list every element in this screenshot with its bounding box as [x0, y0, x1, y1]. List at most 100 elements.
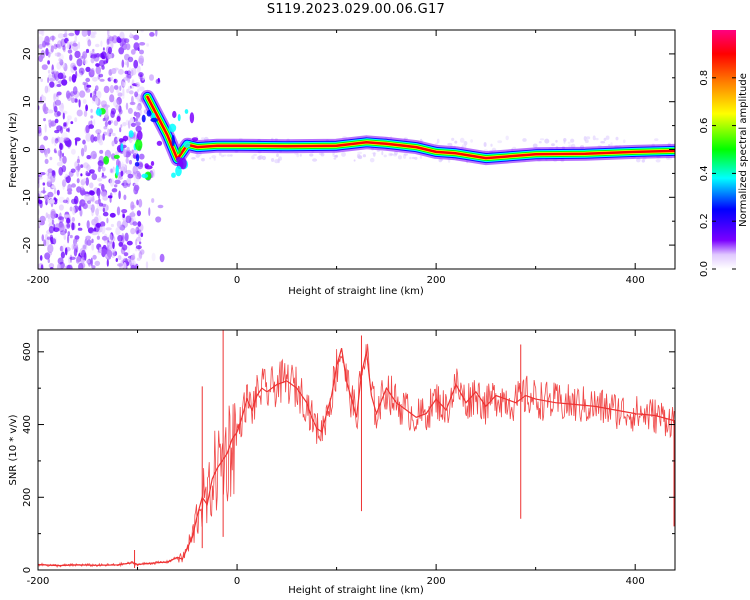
spectrogram-speckle [59, 212, 62, 221]
spectrogram-speckle [131, 79, 135, 84]
spectrogram-speckle [42, 182, 46, 186]
spectrogram-speckle [137, 89, 140, 93]
spectrogram-speckle [38, 190, 42, 199]
spectrogram-speckle [48, 263, 55, 269]
spectrogram-speckle [414, 156, 418, 160]
spectrogram-speckle [113, 78, 116, 83]
spectrogram-blob [95, 108, 102, 116]
spectrogram-ytick-label: 20 [22, 48, 33, 61]
spectrogram-speckle [56, 91, 62, 96]
spectrogram-speckle [72, 42, 78, 47]
spectrogram-speckle [388, 152, 393, 157]
spectrogram-speckle [623, 139, 626, 143]
spectrogram-speckle [76, 58, 83, 67]
spectrogram-speckle [451, 137, 455, 141]
spectrogram-speckle [592, 135, 596, 141]
spectrogram-speckle [149, 32, 155, 37]
spectrogram-speckle [65, 173, 68, 178]
snr-ytick-label: 0 [22, 567, 33, 573]
spectrogram-ytick-label: 10 [22, 95, 33, 108]
spectrogram-speckle [129, 32, 132, 37]
spectrogram-speckle [111, 35, 118, 44]
spectrogram-speckle [81, 262, 86, 269]
spectrogram-speckle [44, 149, 49, 158]
spectrogram-speckle [53, 105, 58, 113]
spectrogram-speckle [41, 234, 45, 242]
spectrogram-speckle [111, 188, 118, 193]
spectrogram-speckle [130, 255, 136, 263]
spectrogram-speckle [57, 72, 64, 80]
spectrogram-speckle [539, 138, 545, 141]
spectrogram-speckle [116, 206, 121, 216]
spectrogram-speckle [120, 170, 124, 177]
spectrogram-speckle [57, 263, 61, 269]
spectrogram-speckle [118, 241, 124, 247]
spectrogram-speckle [53, 43, 58, 50]
spectrogram-speckle [138, 55, 144, 64]
spectrogram-speckle [117, 160, 122, 170]
spectrogram-speckle [64, 30, 68, 34]
spectrogram-speckle [98, 59, 105, 67]
spectrogram-speckle [126, 177, 131, 184]
spectrogram-speckle [62, 45, 66, 51]
spectrogram-speckle [373, 152, 376, 157]
spectrogram-speckle [65, 90, 71, 99]
spectrogram-speckle [341, 151, 346, 157]
spectrogram-speckle [86, 84, 92, 88]
spectrogram-speckle [47, 168, 53, 173]
spectrogram-speckle [66, 224, 71, 228]
spectrogram-speckle [59, 136, 64, 144]
spectrogram-speckle [93, 119, 96, 126]
spectrogram-speckle [66, 217, 71, 224]
spectrogram-speckle [115, 258, 119, 262]
spectrogram-speckle [56, 125, 63, 132]
spectrogram-speckle [512, 146, 517, 150]
spectrogram-speckle [112, 241, 115, 249]
spectrogram-speckle [109, 178, 115, 187]
spectrogram-speckle [114, 179, 121, 185]
spectrogram-speckle [85, 48, 90, 54]
spectrogram-speckle [77, 227, 83, 231]
spectrogram-xtick-label: 200 [427, 275, 446, 286]
spectrogram-blob [134, 162, 140, 167]
spectrogram-speckle [139, 86, 145, 92]
spectrogram-speckle [130, 227, 136, 235]
spectrogram-speckle [116, 96, 122, 105]
spectrogram-speckle [159, 253, 165, 263]
spectrogram-speckle [78, 205, 82, 211]
spectrogram-speckle [121, 161, 124, 171]
spectrogram-speckle [119, 31, 125, 40]
spectrogram-speckle [123, 194, 127, 201]
spectrogram-speckle [108, 53, 113, 59]
spectrogram-speckle [74, 117, 78, 122]
spectrogram-plot: -200 0 200 400 -20 -10 0 10 20 Height of straigh… [8, 29, 676, 297]
spectrogram-speckle [335, 154, 339, 158]
spectrogram-speckle [117, 255, 122, 261]
spectrogram-speckle [38, 126, 42, 134]
spectrogram-speckle [133, 118, 139, 122]
spectrogram-speckle [67, 231, 71, 237]
spectrogram-speckle [83, 178, 87, 182]
spectrogram-speckle [123, 148, 127, 158]
spectrogram-speckle [60, 38, 66, 48]
spectrogram-speckle [64, 247, 68, 256]
spectrogram-speckle [90, 92, 93, 98]
spectrogram-speckle [135, 125, 142, 132]
spectrogram-speckle [357, 155, 363, 160]
spectrogram-ytick-label: -20 [22, 237, 33, 253]
spectrogram-speckle [56, 62, 62, 70]
spectrogram-speckle [106, 259, 109, 267]
spectrogram-blob [184, 109, 189, 114]
spectrogram-speckle [125, 157, 129, 164]
spectrogram-speckle [127, 173, 134, 179]
spectrogram-blob [146, 110, 152, 117]
spectrogram-speckle [80, 164, 84, 169]
spectrogram-blob [150, 117, 158, 123]
spectrogram-speckle [90, 108, 93, 113]
spectrogram-speckle [106, 35, 112, 44]
spectrogram-speckle [138, 229, 142, 233]
spectrogram-speckle [73, 244, 77, 250]
spectrogram-speckle [123, 38, 130, 44]
spectrogram-ylabel: Frequency (Hz) [8, 112, 19, 188]
spectrogram-speckle [100, 248, 107, 257]
